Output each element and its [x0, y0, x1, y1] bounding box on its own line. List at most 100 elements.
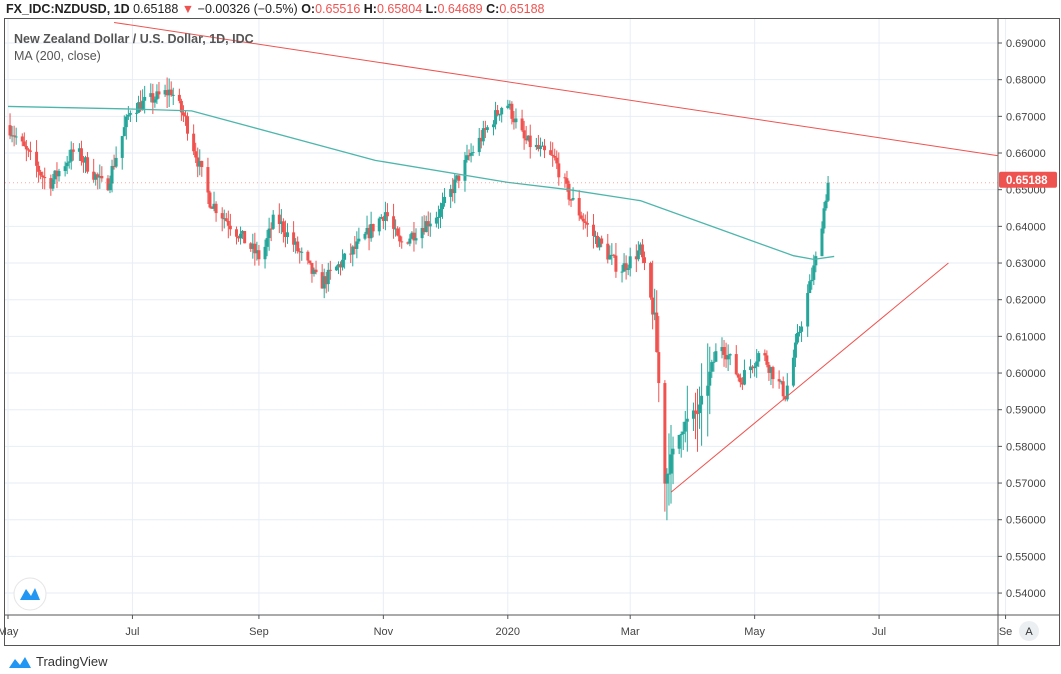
candle-body: [222, 218, 226, 220]
candle-body: [77, 148, 81, 152]
candle-body: [500, 107, 504, 115]
candle-body: [324, 276, 328, 285]
candle-body: [585, 222, 589, 225]
candle-body: [369, 224, 373, 239]
candle-body: [469, 152, 473, 156]
x-tick-label: 2020: [496, 626, 520, 638]
candle-body: [696, 413, 700, 415]
candle-body: [822, 208, 826, 229]
low-value: 0.64689: [437, 2, 483, 16]
candle-body: [155, 91, 159, 100]
candle-body: [26, 149, 30, 151]
candle-body: [137, 102, 141, 113]
candle-body: [510, 103, 514, 119]
y-tick-label: 0.56000: [1006, 515, 1046, 527]
candle-body: [10, 135, 14, 137]
candle-body: [28, 150, 32, 152]
candle-body: [179, 100, 183, 113]
brand-label: TradingView: [36, 654, 108, 669]
last-price-badge-label: 0.65188: [1006, 175, 1048, 187]
candle-body: [765, 355, 769, 365]
tradingview-brand[interactable]: TradingView: [8, 654, 108, 669]
candle-body: [194, 151, 198, 158]
candle-body: [677, 434, 681, 449]
candle-body: [410, 232, 414, 239]
legend-indicator[interactable]: MA (200, close): [14, 49, 101, 63]
down-arrow-icon: ▼: [181, 2, 195, 16]
candle-body: [663, 383, 667, 484]
candle-body: [212, 203, 216, 209]
tradingview-logo-icon: [9, 656, 31, 668]
candle-body: [428, 223, 432, 227]
candle-body: [579, 215, 583, 219]
candle-body: [824, 200, 828, 209]
candle-body: [638, 244, 642, 251]
candle-body: [396, 228, 400, 236]
candle-body: [294, 241, 298, 245]
candle-body: [734, 354, 738, 375]
candle-body: [53, 170, 57, 180]
candle-body: [481, 128, 485, 142]
auto-scale-button[interactable]: [1019, 621, 1039, 641]
candle-body: [414, 238, 418, 241]
candle-body: [722, 347, 726, 355]
candle-body: [163, 90, 167, 95]
candle-body: [306, 251, 310, 261]
chart-legend: New Zealand Dollar / U.S. Dollar, 1D, ID…: [14, 31, 254, 65]
candle-body: [826, 182, 830, 201]
candle-body: [357, 238, 361, 242]
candle-body: [606, 243, 610, 260]
candle-body: [71, 149, 75, 152]
candle-body: [22, 141, 26, 147]
candle-body: [483, 128, 487, 130]
candle-body: [706, 385, 710, 396]
y-tick-label: 0.60000: [1006, 368, 1046, 380]
y-tick-label: 0.66000: [1006, 148, 1046, 160]
candle-body: [649, 262, 653, 298]
candle-body: [106, 178, 110, 191]
tradingview-watermark-button[interactable]: [13, 577, 47, 611]
candle-body: [798, 331, 802, 333]
candle-body: [279, 221, 283, 224]
candle-body: [37, 165, 41, 172]
y-tick-label: 0.58000: [1006, 441, 1046, 453]
candle-body: [224, 218, 228, 221]
x-tick-label: May: [744, 626, 765, 638]
candle-body: [738, 377, 742, 383]
candle-body: [100, 175, 104, 179]
candle-body: [249, 243, 253, 249]
candle-body: [49, 178, 53, 189]
candle-body: [177, 94, 181, 101]
x-tick-label: Mar: [621, 626, 640, 638]
candle-body: [183, 115, 187, 117]
chart-frame: [4, 18, 1060, 646]
candle-body: [200, 160, 204, 168]
candle-body: [114, 157, 118, 167]
candle-body: [724, 354, 728, 360]
candle-body: [110, 165, 114, 184]
candle-body: [67, 161, 71, 163]
candle-body: [771, 367, 775, 380]
candle-body: [79, 148, 83, 162]
y-tick-label: 0.63000: [1006, 258, 1046, 270]
open-value: 0.65516: [315, 2, 361, 16]
candle-body: [210, 207, 214, 209]
y-tick-label: 0.55000: [1006, 551, 1046, 563]
candle-body: [740, 382, 744, 385]
candle-body: [408, 238, 412, 244]
candle-body: [257, 250, 261, 260]
candle-body: [810, 279, 814, 282]
candle-body: [12, 135, 16, 137]
candle-body: [683, 421, 687, 432]
candle-body: [681, 431, 685, 435]
candle-body: [653, 312, 657, 315]
candle-body: [591, 224, 595, 236]
candle-body: [353, 246, 357, 249]
candle-body: [583, 221, 587, 223]
candle-body: [379, 217, 383, 219]
candle-body: [779, 381, 783, 383]
candle-body: [736, 374, 740, 378]
candle-body: [549, 150, 553, 155]
candle-body: [610, 254, 614, 256]
